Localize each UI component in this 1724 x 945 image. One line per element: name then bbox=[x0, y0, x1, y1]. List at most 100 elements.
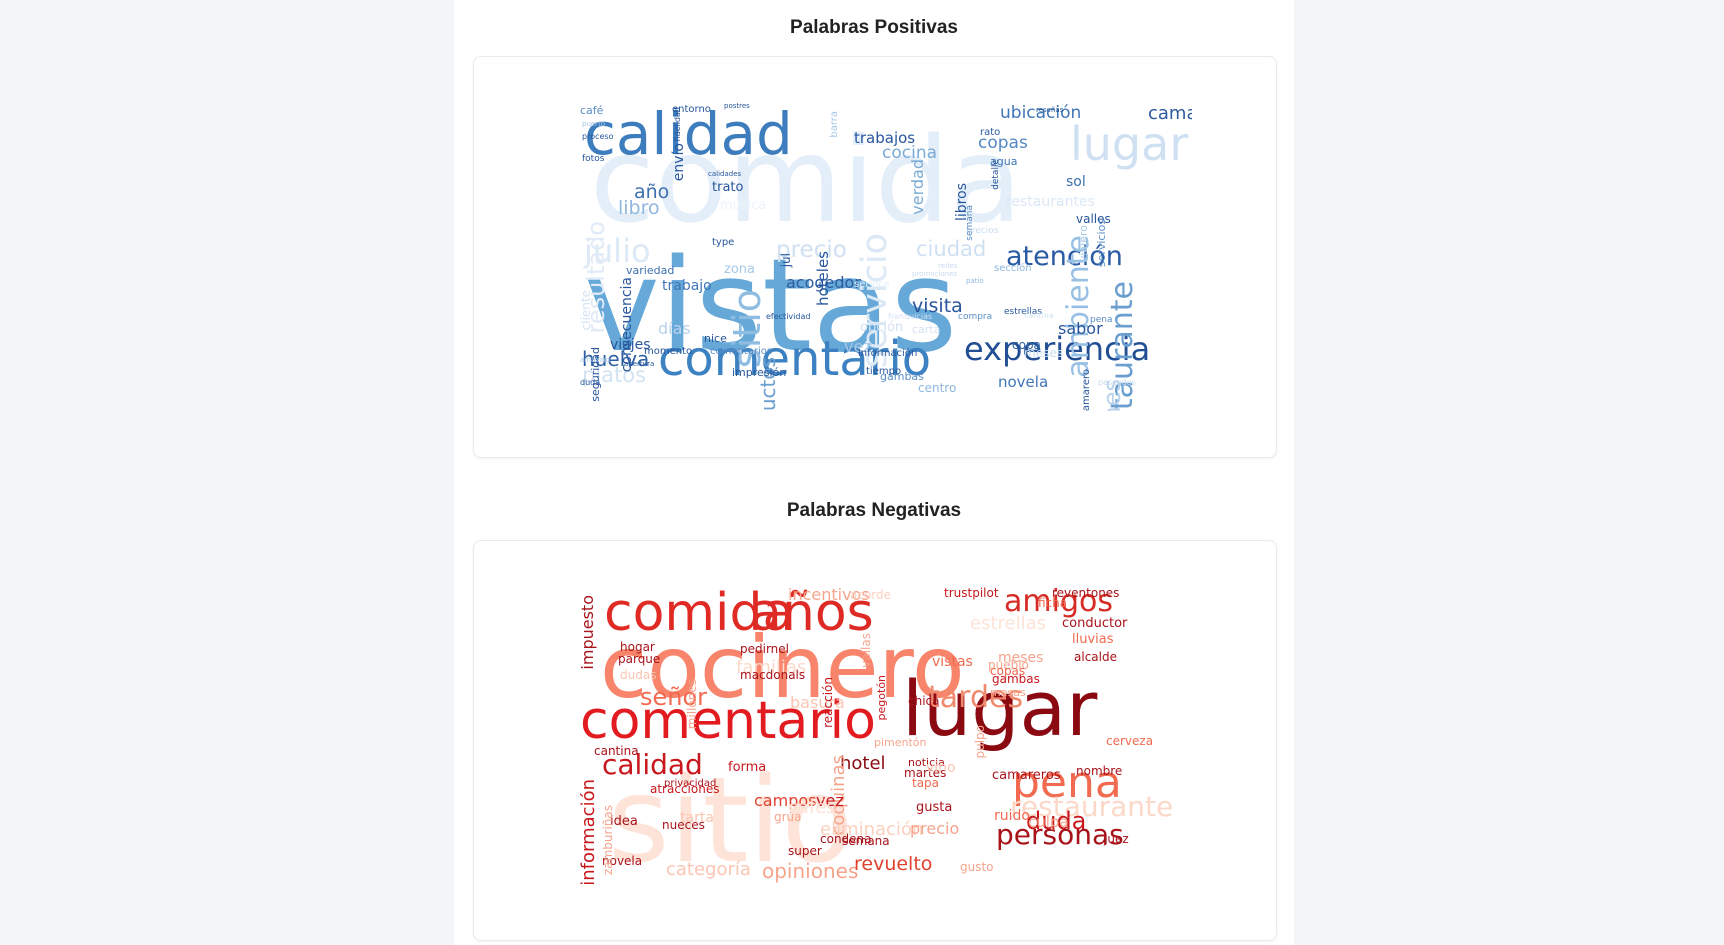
word-restaurante: restaurante bbox=[1010, 790, 1174, 823]
word-type: type bbox=[712, 237, 735, 248]
word-atención: atención bbox=[1006, 241, 1123, 272]
word-gambas: gambas bbox=[992, 672, 1040, 686]
word-vistas: vistas bbox=[584, 232, 958, 381]
word-proceso: proceso bbox=[582, 132, 614, 141]
word-comentario: comentario bbox=[658, 331, 932, 387]
word-cliente: cliente bbox=[580, 290, 593, 331]
page-content: Palabras Positivas comida vistas comentari… bbox=[454, 0, 1294, 945]
word-trato: trato bbox=[712, 180, 744, 195]
word-pedirnel: pedirnel bbox=[740, 642, 789, 656]
word-comida: comida bbox=[604, 585, 795, 643]
word-zamburiñas: zamburiñas bbox=[601, 805, 615, 876]
word-vez: vez bbox=[816, 791, 844, 810]
word-entorno: entorno bbox=[672, 104, 711, 115]
word-sección: sección bbox=[994, 263, 1032, 274]
word-service: service bbox=[854, 279, 890, 290]
word-vallas: vallas bbox=[859, 633, 873, 668]
word-cocina: cocina bbox=[882, 143, 938, 163]
word-mesas: mesas bbox=[990, 686, 1026, 699]
word-trabajo: trabajo bbox=[662, 278, 712, 294]
word-camareros: camareros bbox=[992, 768, 1061, 783]
word-alcalde: alcalde bbox=[1074, 650, 1117, 664]
word-libro: libro bbox=[618, 197, 660, 219]
word-pimentón: pimentón bbox=[874, 736, 927, 749]
word-huelva: huelva bbox=[582, 347, 650, 371]
word-reventones: reventones bbox=[1052, 586, 1120, 600]
negative-words-title: Palabras Negativas bbox=[786, 500, 962, 521]
word-trabajos: trabajos bbox=[854, 129, 916, 147]
word-macdonals: macdonals bbox=[740, 668, 806, 682]
word-ubicación: ubicación bbox=[1000, 103, 1082, 123]
word-martes: martes bbox=[904, 766, 947, 780]
word-trustpilot: trustpilot bbox=[944, 586, 999, 600]
word-precios: precios bbox=[966, 226, 999, 236]
word-patio: patio bbox=[966, 277, 984, 285]
word-opción: opción bbox=[860, 320, 904, 335]
word-julio: julio bbox=[584, 232, 651, 270]
word-sol: sol bbox=[1066, 174, 1086, 190]
word-cantina: cantina bbox=[1024, 311, 1054, 320]
word-grúa: grúa bbox=[774, 810, 802, 824]
word-basura: basura bbox=[790, 693, 845, 712]
word-semana: semana bbox=[965, 205, 975, 241]
word-camarero: camarero bbox=[1081, 369, 1092, 411]
word-pegotón: pegotón bbox=[875, 675, 888, 721]
word-reacción: reacción bbox=[821, 677, 835, 728]
word-chica: chica bbox=[908, 694, 940, 708]
word-estrellas: estrellas bbox=[970, 613, 1046, 634]
word-dudas: dudas bbox=[620, 668, 657, 682]
word-acogedor: acogedor bbox=[786, 273, 861, 292]
word-semana: semana bbox=[842, 834, 890, 848]
word-duda: duda bbox=[580, 378, 601, 387]
word-impuesto: impuesto bbox=[580, 595, 597, 670]
word-viajero: viajero bbox=[1077, 225, 1090, 263]
word-revuelto: revuelto bbox=[854, 853, 933, 875]
word-meses: meses bbox=[1024, 346, 1063, 360]
word-momento: momento bbox=[644, 346, 693, 357]
word-incentivos: incentivos bbox=[788, 585, 870, 604]
word-viajes: viajes bbox=[610, 337, 651, 353]
word-verdad: verdad bbox=[908, 159, 927, 215]
word-camareros: camareros bbox=[1148, 103, 1192, 124]
word-carta: carta bbox=[912, 323, 941, 336]
word-tardes: tardes bbox=[928, 680, 1024, 715]
word-apertura: apertura bbox=[624, 360, 655, 368]
negative-wordcloud: sitio cocinero comentario lugar comida años am… bbox=[580, 585, 1192, 893]
word-estrellas: estrellas bbox=[1004, 307, 1042, 317]
word-redes: redes bbox=[938, 262, 958, 270]
word-servicios: servicios bbox=[1095, 219, 1108, 268]
word-detalle: detalle bbox=[991, 159, 1001, 190]
word-noticia: noticia bbox=[908, 756, 945, 769]
word-sitio: sitio bbox=[608, 751, 854, 889]
word-copas: copas bbox=[990, 664, 1026, 678]
word-gambas: gambas bbox=[880, 370, 924, 383]
word-novela: novela bbox=[998, 373, 1049, 391]
word-valles: valles bbox=[1076, 212, 1111, 226]
word-comida: comida bbox=[590, 111, 1023, 249]
word-copas: copas bbox=[978, 133, 1028, 153]
word-efectividad: efectividad bbox=[766, 312, 811, 321]
word-pueblo: pueblo bbox=[988, 658, 1029, 672]
word-puerto: puerto bbox=[582, 120, 606, 128]
word-privacidad: privacidad bbox=[664, 778, 717, 789]
word-información: información bbox=[858, 348, 918, 359]
word-culpa: culpa bbox=[1028, 813, 1069, 831]
word-lugar: lugar bbox=[902, 664, 1098, 753]
word-año: año bbox=[634, 181, 670, 203]
word-calidad: calidad bbox=[584, 103, 793, 168]
word-días: días bbox=[658, 319, 691, 338]
word-hoteles: hoteles bbox=[814, 251, 832, 307]
positive-words-title: Palabras Positivas bbox=[790, 17, 958, 38]
word-consecuencia: consecuencia bbox=[619, 277, 635, 373]
word-forma: forma bbox=[728, 760, 767, 775]
word-precio: precio bbox=[910, 819, 960, 838]
word-vistas: vistas bbox=[932, 654, 973, 670]
word-pena: pena bbox=[1090, 315, 1113, 325]
positive-words-card: comida vistas comentario calidad experiencia… bbox=[473, 56, 1277, 458]
word-experiencia: experiencia bbox=[964, 330, 1151, 368]
word-platos: platos bbox=[582, 363, 647, 387]
word-variedad: variedad bbox=[626, 264, 675, 277]
word-conductor: conductor bbox=[1062, 616, 1128, 631]
word-juez: juez bbox=[1104, 832, 1129, 846]
word-ficha: ficha bbox=[1038, 596, 1068, 610]
